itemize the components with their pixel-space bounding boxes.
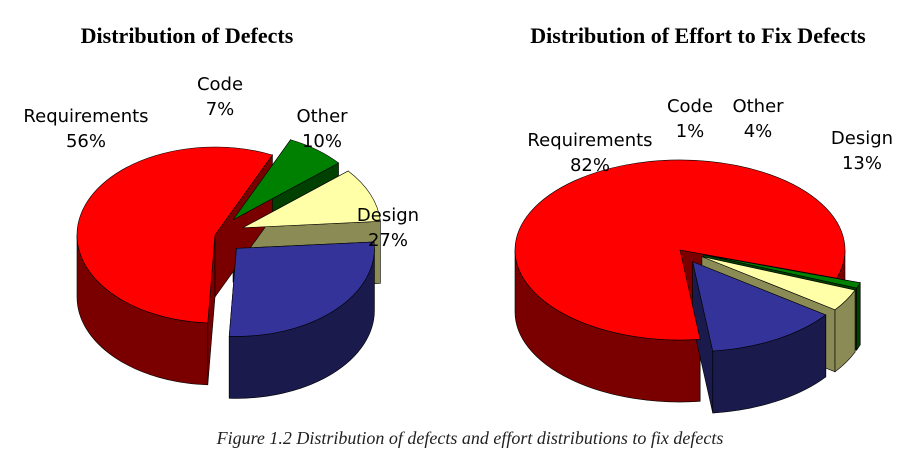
pie-labels-defects: Requirements 56% Code 7% Other 10% Design 27%	[23, 74, 419, 251]
pie-slice-other	[242, 170, 381, 229]
slice-name-label: Design	[357, 205, 419, 226]
pie-chart-defects	[76, 138, 381, 399]
slice-name-label: Requirements	[23, 106, 148, 127]
pie-slice-code	[703, 254, 861, 289]
slice-value-label: 82%	[570, 155, 610, 176]
pie-slice-design	[692, 261, 827, 352]
slice-value-label: 1%	[676, 121, 705, 142]
pie-slice-requirements	[514, 159, 846, 341]
slice-value-label: 56%	[66, 131, 106, 152]
pie-slice-other	[701, 256, 856, 311]
slice-name-label: Design	[831, 128, 893, 149]
figure-caption: Figure 1.2 Distribution of defects and e…	[216, 428, 724, 448]
pie-slice-design	[228, 241, 375, 337]
slice-value-label: 27%	[368, 230, 408, 251]
slice-name-label: Other	[296, 106, 348, 127]
slice-value-label: 4%	[744, 121, 773, 142]
chart-title-defects: Distribution of Defects	[81, 23, 294, 48]
slice-value-label: 10%	[302, 131, 342, 152]
pie-labels-effort: Requirements 82% Code 1% Other 4% Design 13%	[527, 96, 893, 176]
slice-name-label: Other	[732, 96, 784, 117]
slice-value-label: 13%	[842, 153, 882, 174]
pie-slice-requirements	[76, 146, 273, 324]
pie-slice-code	[232, 139, 340, 221]
pie-chart-effort	[514, 159, 861, 414]
slice-name-label: Code	[667, 96, 713, 117]
slice-value-label: 7%	[206, 99, 235, 120]
slice-name-label: Requirements	[527, 130, 652, 151]
chart-title-effort: Distribution of Effort to Fix Defects	[530, 23, 866, 48]
slice-name-label: Code	[197, 74, 243, 95]
pie-slice-outer-wall	[856, 281, 861, 352]
